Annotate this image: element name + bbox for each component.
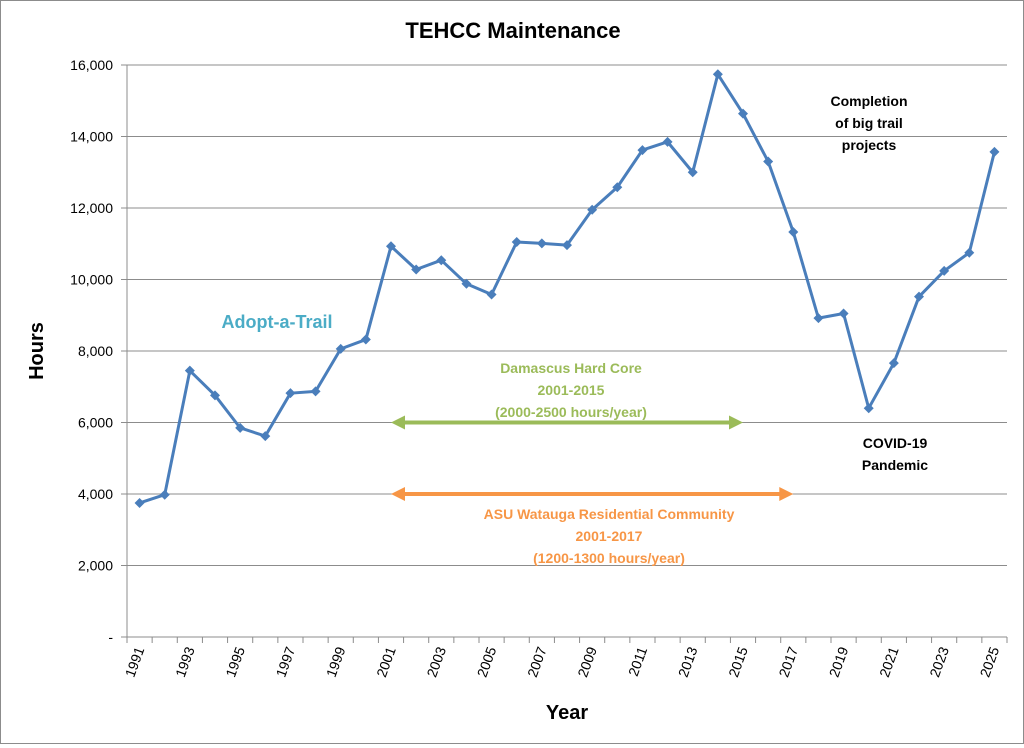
asu-arrow-head-right: [779, 487, 794, 501]
data-point-1996: [260, 431, 271, 442]
asu-label-line2: 2001-2017: [576, 528, 643, 544]
damascus-label-line1: Damascus Hard Core: [500, 360, 642, 376]
asu-arrow-head-left: [391, 487, 405, 501]
annotation-arrows: [391, 415, 794, 501]
x-tick-label: 2013: [675, 644, 701, 679]
y-axis-title: Hours: [26, 322, 48, 380]
x-tick-label: 2019: [826, 644, 852, 679]
data-point-2002: [411, 264, 422, 275]
axes: [126, 65, 1008, 643]
asu-label-line3: (1200-1300 hours/year): [533, 550, 685, 566]
data-point-2015: [738, 108, 748, 119]
damascus-label-line3: (2000-2500 hours/year): [495, 404, 647, 420]
chart-title: TEHCC Maintenance: [405, 18, 620, 43]
data-point-2003: [436, 255, 447, 266]
data-point-2019: [838, 308, 849, 319]
damascus-arrow-head-left: [391, 415, 405, 430]
y-tick-label: 4,000: [78, 486, 113, 502]
data-point-2022: [914, 291, 924, 302]
data-point-2024: [964, 247, 975, 258]
data-point-2007: [536, 238, 547, 249]
data-point-2020: [863, 403, 874, 414]
data-point-2009: [587, 204, 598, 215]
adopt-a-trail-label: Adopt-a-Trail: [222, 312, 333, 332]
data-point-2012: [662, 136, 673, 147]
x-tick-label: 2011: [625, 644, 650, 678]
data-point-2016: [763, 156, 774, 167]
y-tick-labels: - 2,000 4,000 6,000 8,000 10,000 12,000 14,000 1…: [70, 57, 113, 645]
damascus-label-line2: 2001-2015: [538, 382, 605, 398]
x-tick-label: 2015: [725, 644, 751, 679]
data-point-1995: [235, 422, 246, 433]
y-tick-label: 14,000: [70, 129, 113, 145]
x-tick-label: 2021: [876, 644, 902, 679]
completion-label-line2: of big trail: [835, 115, 903, 131]
y-tick-label: 8,000: [78, 343, 113, 359]
covid-label-line1: COVID-19: [863, 435, 928, 451]
covid-label-line2: Pandemic: [862, 457, 928, 473]
data-point-2004: [461, 278, 472, 289]
data-point-2018: [813, 313, 824, 324]
data-point-1994: [210, 390, 220, 401]
data-point-1992: [159, 489, 170, 500]
data-point-2025: [989, 146, 1000, 157]
data-point-2023: [939, 265, 950, 276]
damascus-arrow-head-right: [729, 415, 743, 430]
completion-label-line3: projects: [842, 137, 897, 153]
data-point-2014: [712, 69, 723, 80]
x-tick-labels: 1991 1993 1995 1997 1999 2001 2003 2005 2007 2009…: [122, 644, 1003, 679]
data-point-2010: [612, 182, 623, 193]
x-tick-label: 1991: [122, 644, 148, 679]
data-point-1997: [285, 388, 296, 399]
data-point-2013: [687, 167, 698, 178]
x-tick-label: 2023: [926, 644, 952, 679]
y-tick-label: 6,000: [78, 415, 113, 431]
data-point-1998: [310, 386, 321, 397]
y-tick-label: -: [108, 629, 113, 645]
x-tick-label: 2001: [373, 644, 399, 679]
completion-label-line1: Completion: [831, 93, 908, 109]
data-point-2008: [562, 240, 572, 251]
x-tick-label: 2009: [574, 644, 600, 679]
data-point-1993: [184, 365, 195, 376]
y-tick-label: 10,000: [70, 272, 113, 288]
x-tick-label: 2025: [977, 644, 1003, 679]
x-tick-label: 1993: [172, 644, 198, 679]
data-point-2005: [486, 289, 497, 300]
x-tick-label: 2017: [775, 644, 801, 679]
series-hours: [134, 69, 1000, 508]
y-tick-label: 12,000: [70, 200, 113, 216]
x-tick-label: 2007: [524, 644, 550, 679]
y-tick-label: 2,000: [78, 558, 113, 574]
data-point-2021: [888, 358, 899, 369]
y-tick-label: 16,000: [70, 57, 113, 73]
data-point-2011: [637, 145, 648, 156]
x-tick-label: 2003: [423, 644, 449, 679]
data-point-2017: [788, 226, 799, 237]
data-point-2006: [511, 236, 522, 247]
asu-label-line1: ASU Watauga Residential Community: [484, 506, 735, 522]
data-point-2000: [360, 334, 371, 345]
x-tick-label: 1995: [222, 644, 248, 679]
x-tick-label: 1999: [323, 644, 349, 679]
x-tick-label: 2005: [474, 644, 500, 679]
x-axis-title: Year: [546, 702, 588, 724]
data-point-1999: [335, 343, 346, 354]
data-point-1991: [134, 497, 145, 508]
x-tick-label: 1997: [273, 644, 299, 679]
data-point-2001: [386, 241, 396, 252]
